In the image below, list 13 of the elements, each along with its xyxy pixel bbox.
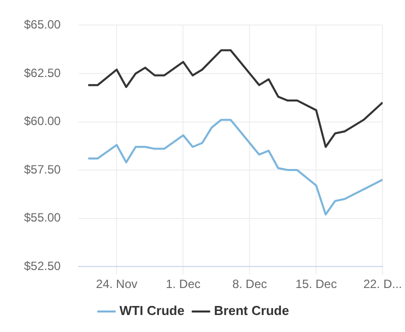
y-tick-label: $55.00 xyxy=(24,210,62,225)
x-tick-label: 1. Dec xyxy=(166,277,201,292)
y-tick-label: $52.50 xyxy=(24,258,62,273)
legend-label: WTI Crude xyxy=(119,303,184,318)
x-tick-label: 22. D... xyxy=(363,277,402,292)
y-tick-label: $62.50 xyxy=(24,66,62,80)
x-tick-label: 15. Dec xyxy=(295,277,337,292)
x-tick-label: 8. Dec xyxy=(232,277,268,292)
x-tick-label: 24. Nov xyxy=(96,277,138,292)
y-tick-label: $57.50 xyxy=(24,162,62,176)
y-tick-label: $60.00 xyxy=(24,114,62,128)
legend-label: Brent Crude xyxy=(214,303,290,318)
y-tick-label: $65.00 xyxy=(24,18,62,32)
